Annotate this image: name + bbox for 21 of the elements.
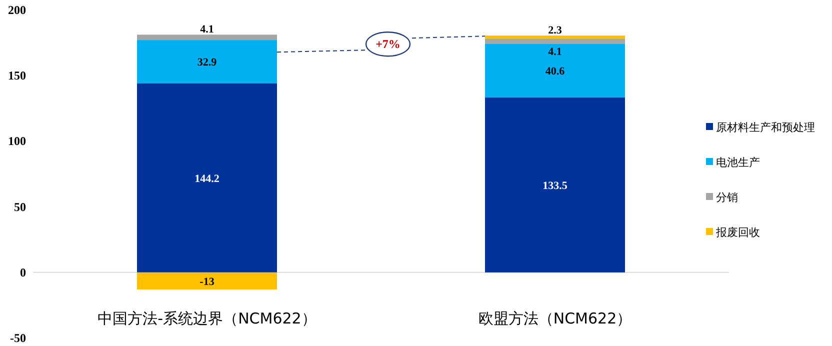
data-label: 32.9 — [197, 56, 218, 69]
annotation: +7% — [376, 37, 400, 52]
x-tick-label: 欧盟方法（NCM622） — [478, 309, 632, 328]
y-tick-label: 150 — [8, 68, 26, 83]
data-label: 40.6 — [545, 66, 566, 78]
data-label: 2.3 — [548, 24, 562, 37]
y-tick-label: 100 — [8, 134, 26, 148]
legend-label: 报废回收 — [715, 226, 760, 239]
data-label: -13 — [200, 276, 215, 288]
data-label: 133.5 — [542, 180, 568, 192]
legend-label: 分销 — [716, 191, 738, 204]
y-tick-label: -50 — [10, 331, 26, 345]
y-tick-label: 0 — [20, 265, 26, 280]
data-label: 4.1 — [548, 46, 562, 58]
data-label: 144.2 — [194, 172, 220, 185]
x-tick-label: 中国方法-系统边界（NCM622） — [98, 309, 316, 328]
data-label: 4.1 — [200, 24, 214, 36]
legend-label: 原材料生产和预处理 — [716, 121, 815, 134]
y-tick-label: 50 — [14, 200, 26, 214]
legend-label: 电池生产 — [716, 156, 760, 169]
y-tick-label: 200 — [8, 3, 26, 17]
